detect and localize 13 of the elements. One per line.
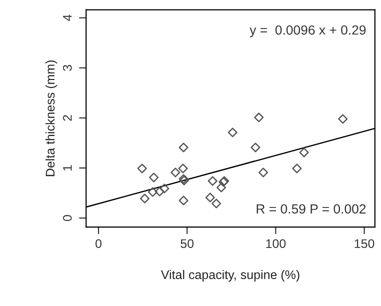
x-tick-label: 0 bbox=[96, 239, 102, 248]
x-axis-title: Vital capacity, supine (%) bbox=[160, 270, 300, 282]
y-tick-label: 0 bbox=[62, 215, 72, 222]
annotation: y = 0.0096 x + 0.29 bbox=[250, 25, 366, 38]
y-tick-label: 2 bbox=[62, 115, 72, 121]
x-tick-label: 150 bbox=[354, 239, 374, 248]
y-tick-label: 4 bbox=[63, 14, 72, 21]
x-tick-label: 50 bbox=[180, 239, 194, 248]
annotation: R = 0.59 P = 0.002 bbox=[256, 204, 366, 214]
y-tick-label: 3 bbox=[62, 64, 72, 71]
x-tick-label: 100 bbox=[266, 239, 286, 248]
y-axis-title: Delta thickness (mm) bbox=[45, 60, 58, 176]
y-tick-label: 1 bbox=[63, 165, 72, 171]
